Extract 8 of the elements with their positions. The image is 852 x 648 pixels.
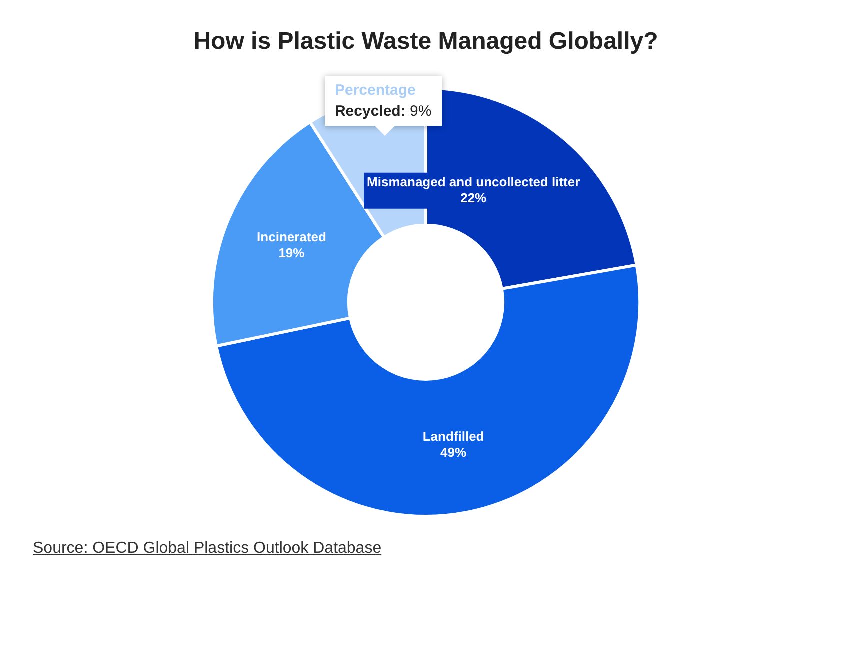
data-label: 22% bbox=[460, 190, 488, 206]
slice-label: Incinerated bbox=[257, 230, 326, 245]
data-label: 19% bbox=[278, 246, 306, 261]
slice-label: Landfilled bbox=[422, 428, 484, 444]
chart-title: How is Plastic Waste Managed Globally? bbox=[194, 28, 658, 56]
data-label: 49% bbox=[440, 444, 467, 460]
slice-label: Mismanaged and uncollected litter bbox=[367, 174, 580, 190]
source-note: Source: OECD Global Plastics Outlook Database bbox=[33, 540, 383, 558]
